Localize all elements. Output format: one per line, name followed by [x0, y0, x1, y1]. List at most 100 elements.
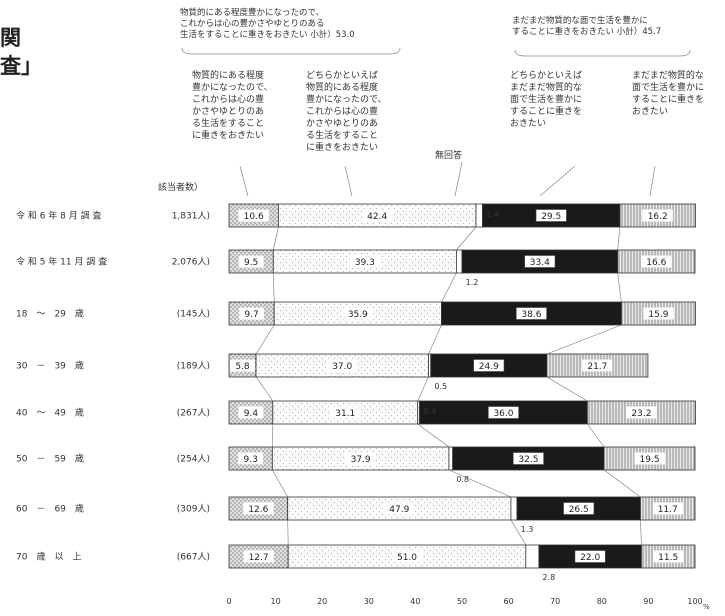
data-label: 37.0 [332, 362, 352, 372]
data-label: 16.6 [646, 258, 666, 268]
data-label: 33.4 [530, 258, 550, 268]
data-label: 21.7 [587, 362, 607, 372]
respondent-count: (189人) [177, 361, 210, 372]
data-label-box [238, 406, 264, 419]
x-tick-label: 60 [504, 597, 514, 606]
connector-line [255, 324, 275, 355]
data-label: 9.7 [244, 310, 258, 320]
data-label-box [238, 209, 269, 222]
connector-line [441, 272, 457, 303]
data-label: 11.7 [658, 505, 678, 515]
data-label-box [642, 209, 673, 222]
data-label: 35.9 [348, 310, 368, 320]
data-label-box [563, 502, 595, 515]
respondent-count: (267人) [177, 408, 210, 419]
data-label-box [652, 502, 683, 515]
callout-line [454, 161, 463, 197]
respondent-count: (667人) [177, 552, 210, 563]
connector-line [255, 376, 274, 402]
header-fragment-2: 査」 [0, 54, 42, 78]
data-label: 26.5 [569, 505, 589, 515]
x-tick-label: 0 [226, 597, 231, 606]
data-label-box [345, 452, 376, 465]
data-label-box [330, 406, 361, 419]
connector-line [617, 272, 622, 303]
row-label: 50 － 59 歳 [16, 453, 84, 465]
data-label: 32.5 [518, 455, 538, 465]
data-label-box [487, 406, 519, 419]
data-label: 0.4 [423, 407, 436, 416]
row-label: 40 ～ 49 歳 [16, 407, 84, 419]
data-label-box [327, 359, 358, 372]
connector-line [587, 423, 605, 448]
row-label: 令 和 5 年 11 月 調 査 [16, 256, 107, 268]
callout-line [539, 165, 576, 197]
bar-segment [525, 544, 540, 569]
axis-unit: % [703, 603, 710, 611]
data-label-box [361, 209, 393, 222]
data-label: 16.2 [648, 212, 668, 222]
data-label-box [349, 255, 381, 268]
data-label: 10.6 [244, 212, 264, 222]
connector-line [272, 226, 279, 251]
data-label-box [230, 359, 255, 372]
callout-line [649, 165, 656, 197]
respondent-count: (309人) [177, 504, 210, 515]
data-label-box [238, 452, 264, 465]
group-bracket [514, 49, 691, 57]
data-label: 2.8 [543, 573, 556, 582]
callout-line [239, 165, 249, 197]
data-label: 42.4 [367, 212, 387, 222]
bar-segment [510, 496, 518, 521]
data-label-box [574, 550, 606, 563]
category-label-5: まだまだ物質的な 面で生活を豊かに することに重きを おきたい [632, 71, 705, 117]
data-label: 5.8 [235, 362, 250, 372]
left-group-label: 物質的にある程度豊かになったので、 これからは心の豊かさやゆとりのある 生活をす… [180, 8, 355, 40]
header-fragment-1: 関 [0, 26, 21, 50]
category-label-3: 無回答 [435, 151, 463, 161]
data-label: 22.0 [580, 553, 600, 563]
connector-line [417, 376, 429, 402]
x-tick-label: 30 [364, 597, 374, 606]
data-label: 36.0 [493, 409, 513, 419]
data-label: 12.6 [248, 505, 268, 515]
connector-line [272, 272, 275, 303]
data-label: 23.2 [631, 409, 651, 419]
data-label-box [512, 452, 544, 465]
row-label: 60 － 69 歳 [16, 503, 84, 515]
connector-line [640, 519, 642, 546]
data-label-box [243, 550, 274, 563]
data-label: 24.9 [479, 362, 499, 372]
data-label: 31.1 [335, 409, 355, 419]
group-bracket [181, 47, 401, 55]
data-label-box [524, 255, 556, 268]
callout-line [344, 165, 353, 197]
data-label: 9.5 [244, 258, 258, 268]
data-label: 11.5 [658, 553, 678, 563]
connector-line [546, 324, 622, 355]
connector-line [272, 469, 288, 498]
x-tick-label: 10 [271, 597, 281, 606]
row-label: 18 ～ 29 歳 [16, 308, 84, 320]
x-tick-label: 80 [597, 597, 607, 606]
row-label: 70 歳 以 上 [16, 551, 81, 563]
connector-line [448, 469, 512, 498]
respondent-count: (145人) [177, 309, 210, 320]
respondent-count: 1,831人) [172, 211, 210, 222]
x-tick-label: 90 [643, 597, 653, 606]
data-label: 0.5 [434, 382, 447, 391]
data-label-box [342, 307, 374, 320]
connector-line [603, 469, 641, 498]
category-label-2: どちらかといえば 物質的にある程度 豊かになったので、 これからは心の豊 かさや… [306, 71, 387, 153]
connector-line [617, 226, 621, 251]
data-label-box [535, 209, 567, 222]
data-label-box [239, 307, 265, 320]
bar-segment [475, 203, 483, 228]
data-label-box [384, 502, 415, 515]
x-tick-label: 20 [317, 597, 327, 606]
connector-line [417, 423, 450, 448]
data-label: 19.5 [640, 455, 660, 465]
data-label: 51.0 [397, 553, 417, 563]
bar-segment [448, 446, 454, 471]
